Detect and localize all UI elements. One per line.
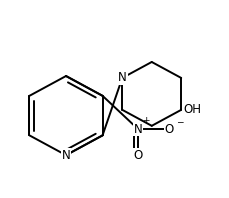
Text: N: N — [133, 123, 142, 135]
Text: +: + — [141, 116, 149, 125]
Text: N: N — [61, 149, 70, 162]
Text: N: N — [117, 71, 126, 84]
Text: −: − — [175, 117, 183, 126]
Text: OH: OH — [183, 103, 201, 116]
Text: O: O — [164, 123, 173, 135]
Text: O: O — [133, 149, 142, 162]
